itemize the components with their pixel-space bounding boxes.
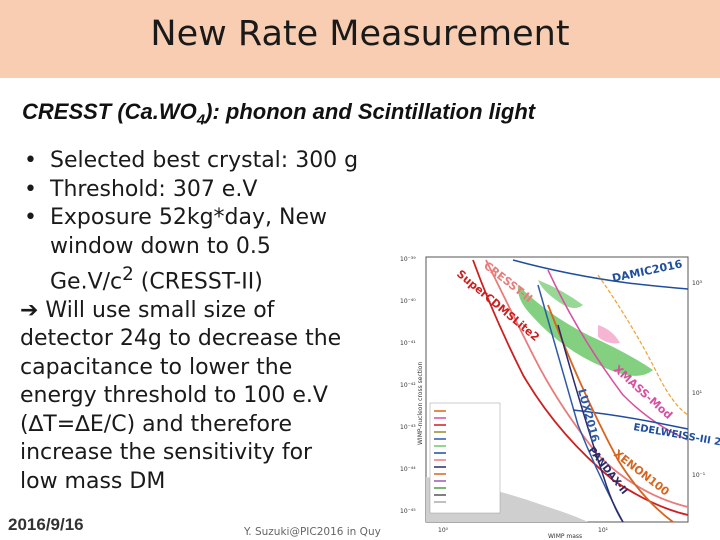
y-tick-label: 10⁻⁴⁰	[400, 298, 416, 305]
bullet-text: Ge.V/c	[50, 269, 123, 295]
y-axis-label: WIMP-nucleon cross section	[417, 362, 424, 445]
bullet-list: • Selected best crystal: 300 g • Threshold…	[20, 147, 400, 496]
x-tick-label: 10¹	[598, 527, 609, 534]
title-bar	[0, 0, 720, 78]
bullet-item: • Exposure 52kg*day, New	[20, 204, 400, 233]
y-tick-label: 10⁻⁴⁵	[400, 508, 416, 515]
arrow-icon: ➔	[20, 297, 39, 323]
projection-curve	[597, 274, 689, 416]
bullet-item: • Threshold: 307 e.V	[20, 176, 400, 205]
subtitle-rest: ): phonon and Scintillation light	[205, 99, 536, 124]
right-tick-label: 10³	[692, 280, 703, 287]
arrow-text-line: low mass DM	[20, 468, 166, 494]
y-tick-label: 10⁻³⁹	[400, 256, 416, 263]
xenon-curve	[547, 304, 674, 523]
bullet-marker: •	[24, 148, 37, 173]
arrow-text-line: increase the sensitivity for	[20, 440, 313, 466]
cresst-curve	[485, 259, 689, 508]
superscript: 2	[122, 264, 134, 285]
supercdms-curve	[472, 259, 689, 516]
bullet-text: (CRESST-II)	[133, 269, 263, 295]
arrow-text: Will use small size of	[38, 297, 275, 323]
y-tick-label: 10⁻⁴¹	[400, 340, 416, 347]
xmass-curve	[547, 269, 689, 441]
exclusion-plot: CRESST-II SuperCDMSLite2 DAMIC2016 XMASS…	[400, 256, 720, 540]
slide-subtitle: CRESST (Ca.WO4): phonon and Scintillatio…	[22, 99, 535, 128]
plot-legend	[429, 402, 501, 514]
subtitle-subscript: 4	[196, 111, 206, 129]
bullet-marker: •	[24, 205, 37, 230]
lux-curve	[537, 284, 624, 523]
arrow-statement: ➔ Will use small size of	[20, 297, 400, 326]
green-signal-region	[517, 285, 653, 376]
bullet-text: Selected best crystal: 300 g	[50, 148, 359, 173]
pink-signal-region	[598, 325, 620, 344]
right-tick-label: 10¹	[692, 390, 703, 397]
bullet-continuation: Ge.V/c2 (CRESST-II)	[20, 261, 400, 297]
arrow-text-line: energy threshold to 100 e.V	[20, 383, 328, 409]
right-tick-label: 10⁻¹	[692, 472, 706, 479]
footer-author: Y. Suzuki@PIC2016 in Quy	[244, 526, 381, 538]
arrow-text-line: capacitance to lower the	[20, 354, 293, 380]
edelweiss-curve	[572, 409, 689, 430]
y-tick-label: 10⁻⁴⁴	[400, 466, 416, 473]
bullet-text: Threshold: 307 e.V	[50, 176, 258, 202]
arrow-text-line: detector 24g to decrease the	[20, 326, 342, 352]
x-axis-label: WIMP mass	[548, 533, 582, 540]
y-tick-label: 10⁻⁴²	[400, 382, 416, 389]
bullet-marker: •	[24, 176, 37, 202]
x-tick-label: 10⁰	[438, 527, 449, 534]
arrow-text-line: (∆T=∆E/C) and therefore	[20, 411, 293, 437]
bullet-continuation: window down to 0.5	[50, 233, 271, 259]
bullet-text: Exposure 52kg*day, New	[50, 205, 327, 230]
bullet-item: • Selected best crystal: 300 g	[20, 147, 400, 176]
subtitle-main: CRESST (Ca.WO	[22, 99, 197, 124]
damic-curve	[512, 259, 689, 290]
slide-title: New Rate Measurement	[150, 14, 570, 54]
y-tick-label: 10⁻⁴³	[400, 424, 416, 431]
footer-date: 2016/9/16	[8, 515, 84, 534]
pandax-curve	[557, 324, 624, 523]
legend-entries	[434, 410, 446, 503]
